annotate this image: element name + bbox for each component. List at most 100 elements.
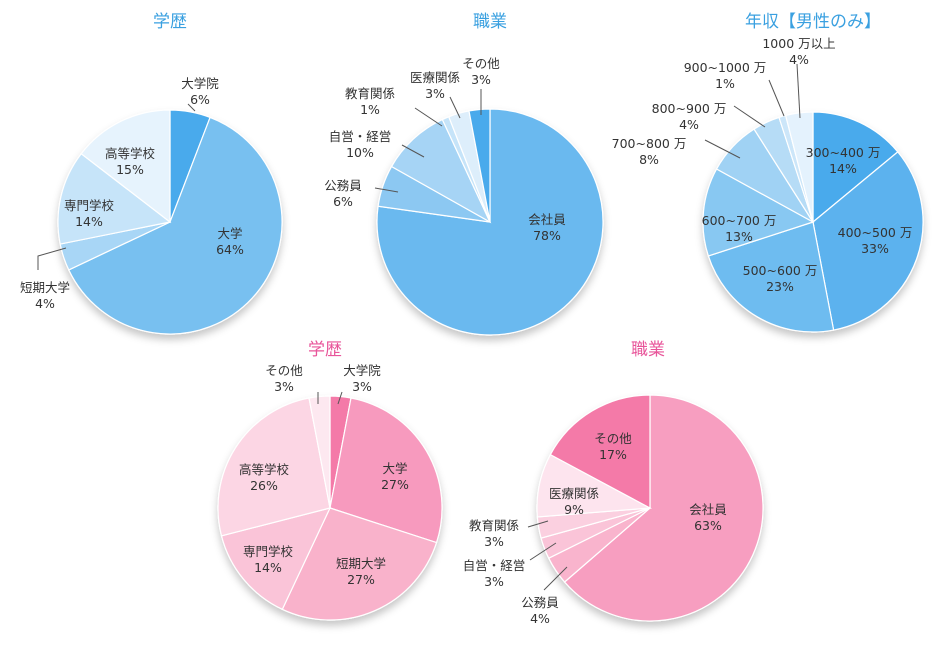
slice-label: 大学 [217,226,242,241]
slice-label: 800~900 万 [652,101,727,116]
slice-value-label: 6% [333,194,353,209]
chart-title: 学歴 [153,12,187,32]
slice-value-label: 23% [766,279,794,294]
slice-label: 高等学校 [105,146,156,161]
slice-value-label: 27% [347,572,375,587]
slice-label: 短期大学 [336,556,386,571]
slice-value-label: 8% [639,152,659,167]
pie-slice-3 [281,507,438,621]
leader-line [37,247,67,270]
slice-label: 医療関係 [549,486,599,501]
slice-label: 専門学校 [243,544,294,559]
slice-value-label: 14% [75,214,103,229]
leader-line [527,520,549,528]
slice-value-label: 15% [116,162,144,177]
leader-line [401,144,425,158]
slice-label: 自営・経営 [329,129,392,144]
slice-label: 医療関係 [410,70,460,85]
pie-slice-2 [67,116,283,335]
slice-label: 400~500 万 [838,225,913,240]
chart-title: 職業 [631,340,665,360]
slice-value-label: 3% [471,72,491,87]
pie-slice-1 [812,111,899,224]
pie-slice-3 [707,221,835,333]
leader-line [449,96,461,119]
pie-slice-6 [308,395,331,509]
leader-line [529,542,557,561]
slice-value-label: 33% [861,241,889,256]
slice-value-label: 3% [484,574,504,589]
pie-slice-2 [329,397,443,544]
leader-line [733,105,766,128]
slice-label: その他 [594,431,632,446]
chart-title: 年収【男性のみ】 [745,12,881,32]
slice-label: 教育関係 [469,518,519,533]
pie-slice-6 [468,108,491,223]
slice-label: 会社員 [528,212,566,227]
pie-body [702,111,924,333]
slice-value-label: 63% [694,518,722,533]
pie-body [57,109,283,335]
slice-label: 短期大学 [20,280,70,295]
slice-label: その他 [265,363,303,378]
pie-slice-8 [784,111,814,223]
slice-label: その他 [462,56,500,71]
slice-value-label: 3% [352,379,372,394]
slice-label: 大学院 [181,76,219,91]
slice-label: 公務員 [521,595,559,610]
slice-value-label: 6% [190,92,210,107]
pie-slice-1 [563,394,764,622]
slice-label: 大学 [382,461,407,476]
slice-label: 専門学校 [64,198,115,213]
slice-value-label: 27% [381,477,409,492]
slice-label: 会社員 [689,502,727,517]
pie-body [217,395,443,621]
pie-body [376,108,604,336]
slice-value-label: 26% [250,478,278,493]
slice-value-label: 64% [216,242,244,257]
pie-slice-5 [80,109,171,224]
slice-label: 600~700 万 [702,213,777,228]
leader-line [414,107,443,127]
leader-line [704,139,741,159]
slice-value-label: 3% [425,86,445,101]
pie-slice-4 [220,507,332,611]
leader-line [187,103,196,112]
slice-value-label: 1% [360,102,380,117]
slice-label: 大学院 [343,363,381,378]
pie-slice-6 [549,394,651,510]
slice-value-label: 10% [346,145,374,160]
slice-value-label: 13% [725,229,753,244]
slice-value-label: 14% [829,161,857,176]
slice-value-label: 78% [533,228,561,243]
slice-value-label: 4% [35,296,55,311]
pie-slice-5 [217,397,331,537]
pie-slice-2 [812,151,924,331]
slice-value-label: 4% [679,117,699,132]
leader-line [374,187,399,193]
chart-title: 学歴 [308,340,342,360]
slice-value-label: 1% [715,76,735,91]
leader-line [543,566,568,591]
slice-label: 900~1000 万 [684,60,767,75]
pie-slice-4 [702,168,815,257]
slice-value-label: 4% [789,52,809,67]
slice-label: 700~800 万 [612,136,687,151]
leader-line [796,63,801,119]
slice-value-label: 3% [274,379,294,394]
slice-value-label: 14% [254,560,282,575]
pie-slice-4 [57,152,172,245]
pie-body [536,394,764,622]
chart-title: 職業 [473,12,507,32]
leader-line [337,391,343,405]
pie-chart-3: 年収【男性のみ】 300~400 万14% 400~500 万33% 500~600 … [612,12,924,333]
slice-label: 高等学校 [239,462,290,477]
slice-value-label: 17% [599,447,627,462]
slice-label: 教育関係 [345,86,395,101]
slice-label: 1000 万以上 [762,36,835,51]
